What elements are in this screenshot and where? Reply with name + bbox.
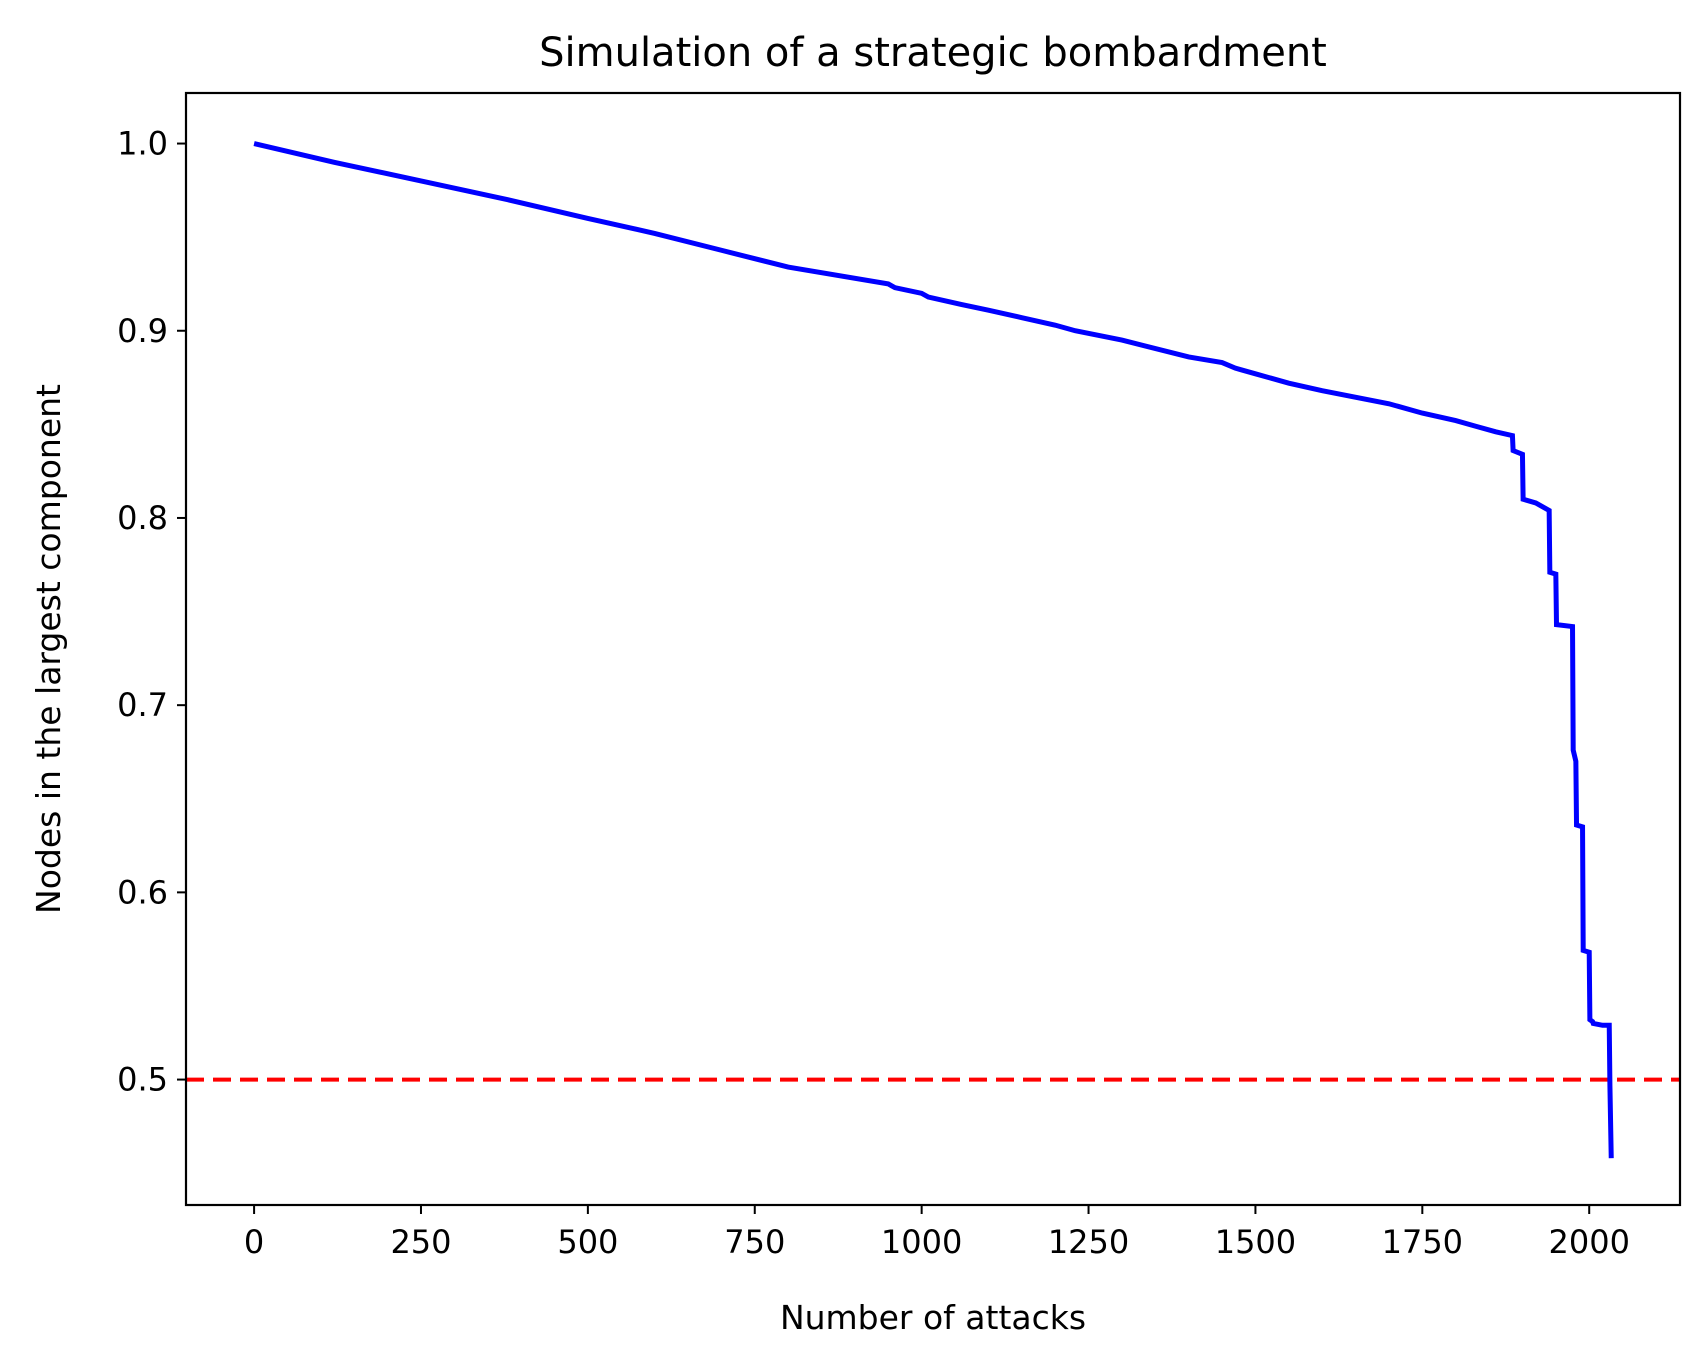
chart-title: Simulation of a strategic bombardment [539, 30, 1327, 76]
x-tick-label: 1250 [1048, 1223, 1129, 1261]
x-tick-label: 1750 [1382, 1223, 1463, 1261]
y-axis-label: Nodes in the largest component [29, 384, 68, 914]
x-tick-label: 0 [244, 1223, 264, 1261]
x-tick-label: 1500 [1215, 1223, 1296, 1261]
plot-area [186, 141, 1680, 1159]
y-tick-label: 1.0 [117, 125, 168, 163]
y-tick-label: 0.9 [117, 312, 168, 350]
ticks: 0 250 500 750 1000 1250 1500 1750 2000 0.5 0.6 0.7 0… [117, 125, 1630, 1261]
series-line [253, 141, 1614, 1159]
y-tick-label: 0.8 [117, 499, 168, 537]
axes-frame [184, 91, 1682, 1207]
x-tick-label: 250 [390, 1223, 451, 1261]
y-tick-label: 0.7 [117, 686, 168, 724]
x-tick-label: 1000 [881, 1223, 962, 1261]
x-tick-label: 500 [557, 1223, 618, 1261]
y-tick-label: 0.5 [117, 1061, 168, 1099]
x-tick-label: 750 [724, 1223, 785, 1261]
y-tick-label: 0.6 [117, 873, 168, 911]
x-tick-label: 2000 [1548, 1223, 1629, 1261]
x-axis-label: Number of attacks [780, 1298, 1086, 1337]
